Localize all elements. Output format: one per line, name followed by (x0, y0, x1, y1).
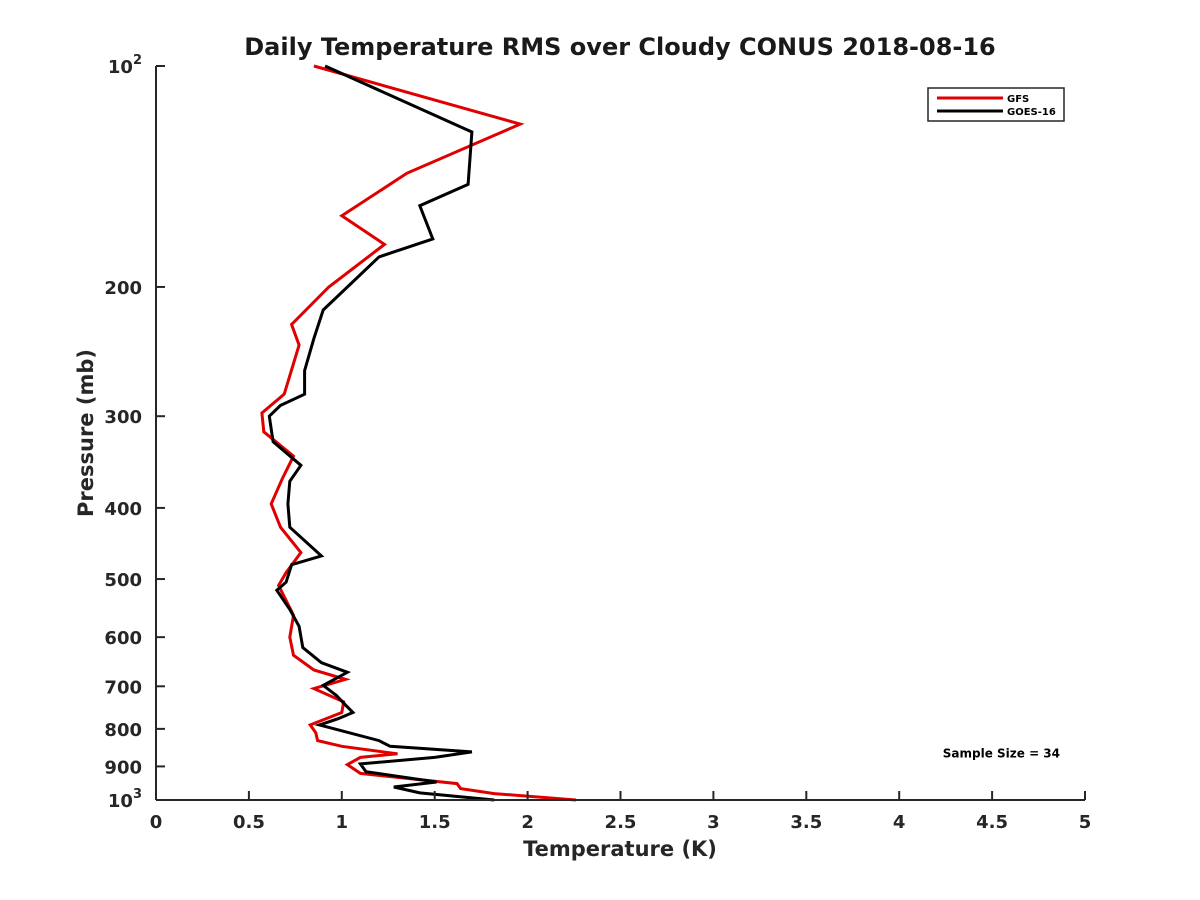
y-tick-label: 300 (104, 407, 142, 428)
y-tick-label: 102 (108, 53, 142, 78)
y-axis-label: Pressure (mb) (74, 349, 98, 517)
series-line-1 (267, 64, 495, 802)
x-tick-label: 4 (893, 812, 906, 833)
x-tick-label: 0 (150, 812, 163, 833)
legend-label: GFS (1007, 94, 1029, 105)
x-tick-label: 4.5 (976, 812, 1008, 833)
x-tick-label: 3 (707, 812, 720, 833)
axes: 0 0.5 1 1.5 2 2.5 3 3.5 4 4.5 5 102 200 300 400 500 600 7… (104, 53, 1091, 833)
y-tick-label: 800 (104, 720, 142, 741)
x-tick-label: 1.5 (419, 812, 451, 833)
chart-legend: GFS GOES-16 (927, 87, 1065, 122)
y-tick-label: 103 (108, 787, 142, 812)
y-tick-label: 600 (104, 628, 142, 649)
y-tick-label: 900 (104, 757, 142, 778)
x-tick-label: 3.5 (790, 812, 822, 833)
x-tick-label: 2 (521, 812, 534, 833)
x-tick-label: 2.5 (605, 812, 637, 833)
legend-box (927, 87, 1065, 122)
y-tick-label: 500 (104, 570, 142, 591)
chart-title: Daily Temperature RMS over Cloudy CONUS … (244, 33, 996, 61)
x-axis-label: Temperature (K) (523, 837, 717, 861)
series-line-0 (260, 64, 577, 802)
legend-label: GOES-16 (1007, 107, 1056, 118)
y-tick-label: 700 (104, 677, 142, 698)
y-tick-label: 400 (104, 499, 142, 520)
plot-lines (260, 64, 577, 802)
annotations: Sample Size = 34 (943, 746, 1060, 760)
x-tick-label: 1 (336, 812, 349, 833)
x-tick-label: 0.5 (233, 812, 265, 833)
x-tick-label: 5 (1079, 812, 1092, 833)
sample-size-annotation: Sample Size = 34 (943, 746, 1060, 760)
y-tick-label: 200 (104, 278, 142, 299)
